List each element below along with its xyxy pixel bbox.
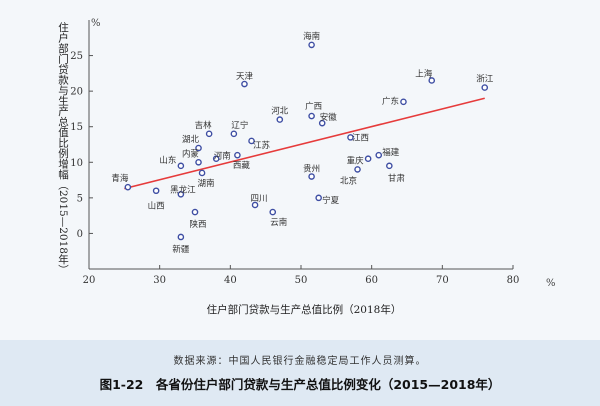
x-tick-label: 20 (83, 275, 96, 286)
data-point (205, 130, 213, 138)
y-tick-label: 0 (77, 229, 83, 240)
point-label: 安徽 (320, 112, 338, 123)
data-point (234, 151, 241, 159)
data-point (251, 201, 259, 209)
point-label: 江苏 (253, 140, 271, 151)
data-point (375, 151, 383, 159)
x-tick-label: 70 (436, 275, 449, 286)
point-label: 北京 (340, 175, 357, 186)
data-point (152, 187, 160, 195)
data-point (276, 116, 284, 123)
data-point (428, 77, 436, 84)
data-point (308, 41, 315, 49)
point-label: 广东 (382, 96, 399, 107)
point-label: 山西 (148, 201, 165, 212)
x-axis-title: 住户部门贷款与生产总值比例（2018年） (207, 303, 402, 316)
axes (88, 20, 514, 270)
data-point (354, 166, 361, 173)
data-point (195, 144, 202, 152)
data-points (124, 41, 489, 241)
point-label: 重庆 (347, 156, 365, 167)
point-label: 福建 (382, 147, 400, 158)
y-unit-label: % (91, 18, 101, 29)
data-point (195, 158, 202, 166)
data-point (177, 162, 185, 170)
data-point (177, 190, 185, 198)
point-label: 贵州 (303, 164, 320, 175)
point-label: 江西 (352, 133, 369, 143)
data-point (400, 98, 407, 106)
x-unit-label: % (546, 278, 556, 289)
point-label: 辽宁 (231, 120, 248, 131)
point-label: 广西 (305, 101, 322, 112)
point-label: 河南 (214, 151, 231, 162)
point-label: 浙江 (476, 74, 494, 85)
data-point (347, 134, 354, 141)
point-label: 上海 (415, 68, 433, 79)
point-label: 山东 (159, 155, 176, 166)
x-tick-label: 80 (507, 275, 520, 286)
point-label: 四川 (251, 194, 268, 204)
data-point (481, 84, 489, 91)
y-tick-label: 10 (70, 158, 83, 169)
data-point (124, 183, 132, 191)
data-source: 数据来源：中国人民银行金融稳定局工作人员测算。 (173, 356, 427, 367)
data-point (177, 233, 185, 241)
data-point (248, 137, 255, 145)
point-label: 新疆 (172, 244, 190, 255)
data-point (269, 208, 277, 216)
point-label: 宁夏 (322, 195, 340, 206)
point-label: 青海 (111, 173, 129, 184)
x-tick-label: 50 (295, 275, 308, 286)
figure-caption: 图1-22 各省份住户部门贷款与生产总值比例变化（2015—2018年） (99, 377, 501, 392)
point-label: 天津 (236, 71, 254, 82)
y-tick-label: 15 (70, 122, 83, 133)
point-label: 湖南 (198, 178, 215, 189)
data-point (191, 208, 199, 216)
y-tick-label: 25 (70, 51, 83, 62)
point-label: 西藏 (233, 160, 251, 171)
caption-band (0, 340, 600, 406)
data-point (308, 173, 315, 180)
point-label: 湖北 (182, 135, 200, 145)
data-point (198, 169, 206, 177)
point-label: 甘肃 (388, 173, 406, 184)
point-label: 内蒙 (182, 148, 200, 159)
point-label: 陕西 (189, 219, 206, 230)
y-axis-title: 住户部门贷款与生产总值比例增幅（2015—2018年） (57, 21, 69, 275)
data-point (318, 119, 326, 127)
y-tick-label: 20 (70, 87, 83, 98)
x-tick-label: 40 (224, 275, 237, 286)
x-tick-label: 30 (153, 275, 166, 286)
point-label: 云南 (270, 217, 287, 228)
y-tick-label: 5 (77, 193, 83, 204)
data-point (308, 112, 315, 120)
tick-labels: 20 30 40 50 60 70 80 0 5 10 15 20 25 (70, 51, 519, 286)
point-label: 河北 (271, 106, 289, 117)
data-point (241, 80, 248, 88)
point-label: 海南 (303, 31, 320, 42)
point-label: 吉林 (195, 120, 213, 131)
x-tick-label: 60 (365, 275, 378, 286)
data-point (364, 155, 372, 163)
data-point (315, 194, 322, 202)
point-label: 黑龙江 (170, 184, 196, 195)
data-point (230, 130, 238, 138)
trend-line (124, 97, 485, 190)
data-point (212, 155, 220, 163)
data-point (386, 162, 393, 170)
